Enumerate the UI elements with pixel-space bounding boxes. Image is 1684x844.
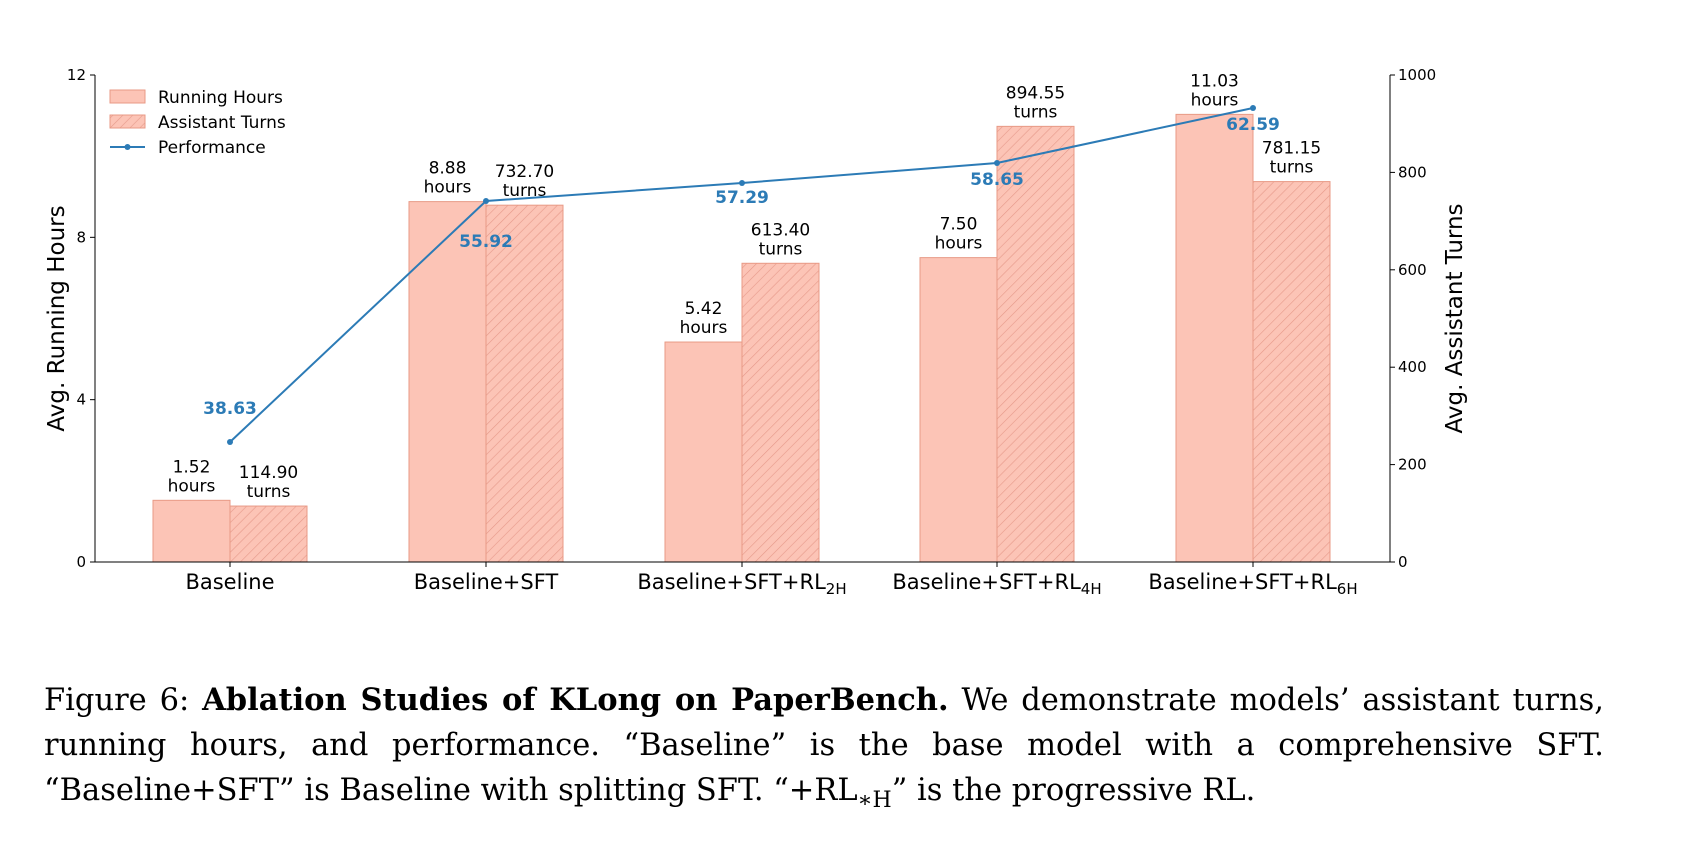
- caption-bold-title: Ablation Studies of KLong on PaperBench.: [202, 682, 949, 718]
- assistant-turns-bar: [741, 262, 820, 563]
- caption-prefix: Figure 6:: [44, 683, 203, 718]
- left-tick-label: 12: [67, 66, 86, 84]
- performance-data-label: 58.65: [970, 170, 1024, 190]
- assistant-turns-data-label: 894.55 turns: [1006, 83, 1065, 122]
- performance-data-label: 55.92: [459, 232, 513, 252]
- caption-line2: running hours, and performance. “Baselin…: [44, 728, 1604, 763]
- performance-point: [994, 160, 1000, 166]
- bars-layer: [152, 113, 1331, 563]
- caption-line3b: ” is the progressive RL.: [891, 773, 1256, 808]
- running-hours-bar: [152, 499, 231, 563]
- left-tick-label: 8: [76, 228, 86, 246]
- assistant-turns-data-label: 732.70 turns: [495, 162, 554, 201]
- assistant-turns-data-label: 613.40 turns: [751, 220, 810, 259]
- ablation-chart: 0 4 8 12 0 200 400 600 800 1000 Baseline Baseline+S…: [44, 66, 1468, 598]
- x-tick-label: Baseline+SFT: [414, 570, 559, 594]
- left-tick-label: 0: [76, 553, 86, 571]
- assistant-turns-bar: [1252, 181, 1331, 563]
- x-tick-label: Baseline+SFT+RL2H: [637, 570, 846, 598]
- assistant-turns-bar: [485, 204, 564, 563]
- caption-line3a: “Baseline+SFT” is Baseline with splittin…: [44, 773, 858, 808]
- legend-label: Assistant Turns: [158, 113, 286, 133]
- assistant-turns-bar: [229, 505, 308, 563]
- left-tick-label: 4: [76, 391, 86, 409]
- legend-swatch-assistant-turns: [109, 114, 146, 129]
- figure-caption: Figure 6: Ablation Studies of KLong on P…: [44, 678, 1604, 823]
- performance-data-label: 38.63: [203, 399, 257, 419]
- running-hours-bar: [664, 341, 743, 563]
- performance-data-label: 62.59: [1226, 115, 1280, 135]
- legend-label: Performance: [158, 138, 266, 158]
- running-hours-data-label: 8.88 hours: [424, 159, 472, 198]
- x-tick-label: Baseline: [185, 570, 274, 594]
- performance-line-layer: [227, 105, 1256, 445]
- right-axis-title: Avg. Assistant Turns: [1442, 203, 1468, 433]
- x-tick-label: Baseline+SFT+RL4H: [892, 570, 1101, 598]
- performance-point: [739, 180, 745, 186]
- running-hours-bar: [1175, 113, 1254, 563]
- performance-point: [483, 198, 489, 204]
- right-tick-label: 200: [1398, 456, 1427, 474]
- running-hours-data-label: 5.42 hours: [680, 299, 728, 338]
- assistant-turns-bar: [996, 125, 1075, 563]
- left-axis-title: Avg. Running Hours: [44, 205, 70, 431]
- right-tick-label: 400: [1398, 358, 1427, 376]
- right-tick-label: 600: [1398, 261, 1427, 279]
- right-tick-label: 1000: [1398, 66, 1436, 84]
- performance-data-label: 57.29: [715, 188, 769, 208]
- caption-line1-rest: We demonstrate models’ assistant turns,: [948, 683, 1604, 718]
- legend: Running Hours Assistant Turns Performance: [109, 88, 286, 158]
- x-tick-label: Baseline+SFT+RL6H: [1148, 570, 1357, 598]
- assistant-turns-data-label: 114.90 turns: [239, 463, 298, 502]
- performance-point: [227, 439, 233, 445]
- performance-point: [1250, 105, 1256, 111]
- caption-line3-subscript: ∗H: [857, 788, 892, 814]
- axes-layer: 0 4 8 12 0 200 400 600 800 1000 Baseline Baseline+S…: [44, 66, 1468, 598]
- right-tick-label: 800: [1398, 163, 1427, 181]
- legend-marker-performance: [124, 144, 131, 150]
- running-hours-bar: [408, 201, 487, 563]
- assistant-turns-data-label: 781.15 turns: [1262, 139, 1321, 178]
- legend-label: Running Hours: [158, 88, 283, 108]
- running-hours-data-label: 11.03 hours: [1190, 71, 1239, 110]
- right-tick-label: 0: [1398, 553, 1408, 571]
- running-hours-bar: [919, 257, 998, 563]
- data-labels-layer: 38.63 55.92 57.29 58.65 62.59 1.52 hours 114.90…: [168, 71, 1322, 502]
- running-hours-data-label: 7.50 hours: [935, 215, 983, 254]
- running-hours-data-label: 1.52 hours: [168, 457, 216, 496]
- legend-swatch-running-hours: [109, 89, 146, 104]
